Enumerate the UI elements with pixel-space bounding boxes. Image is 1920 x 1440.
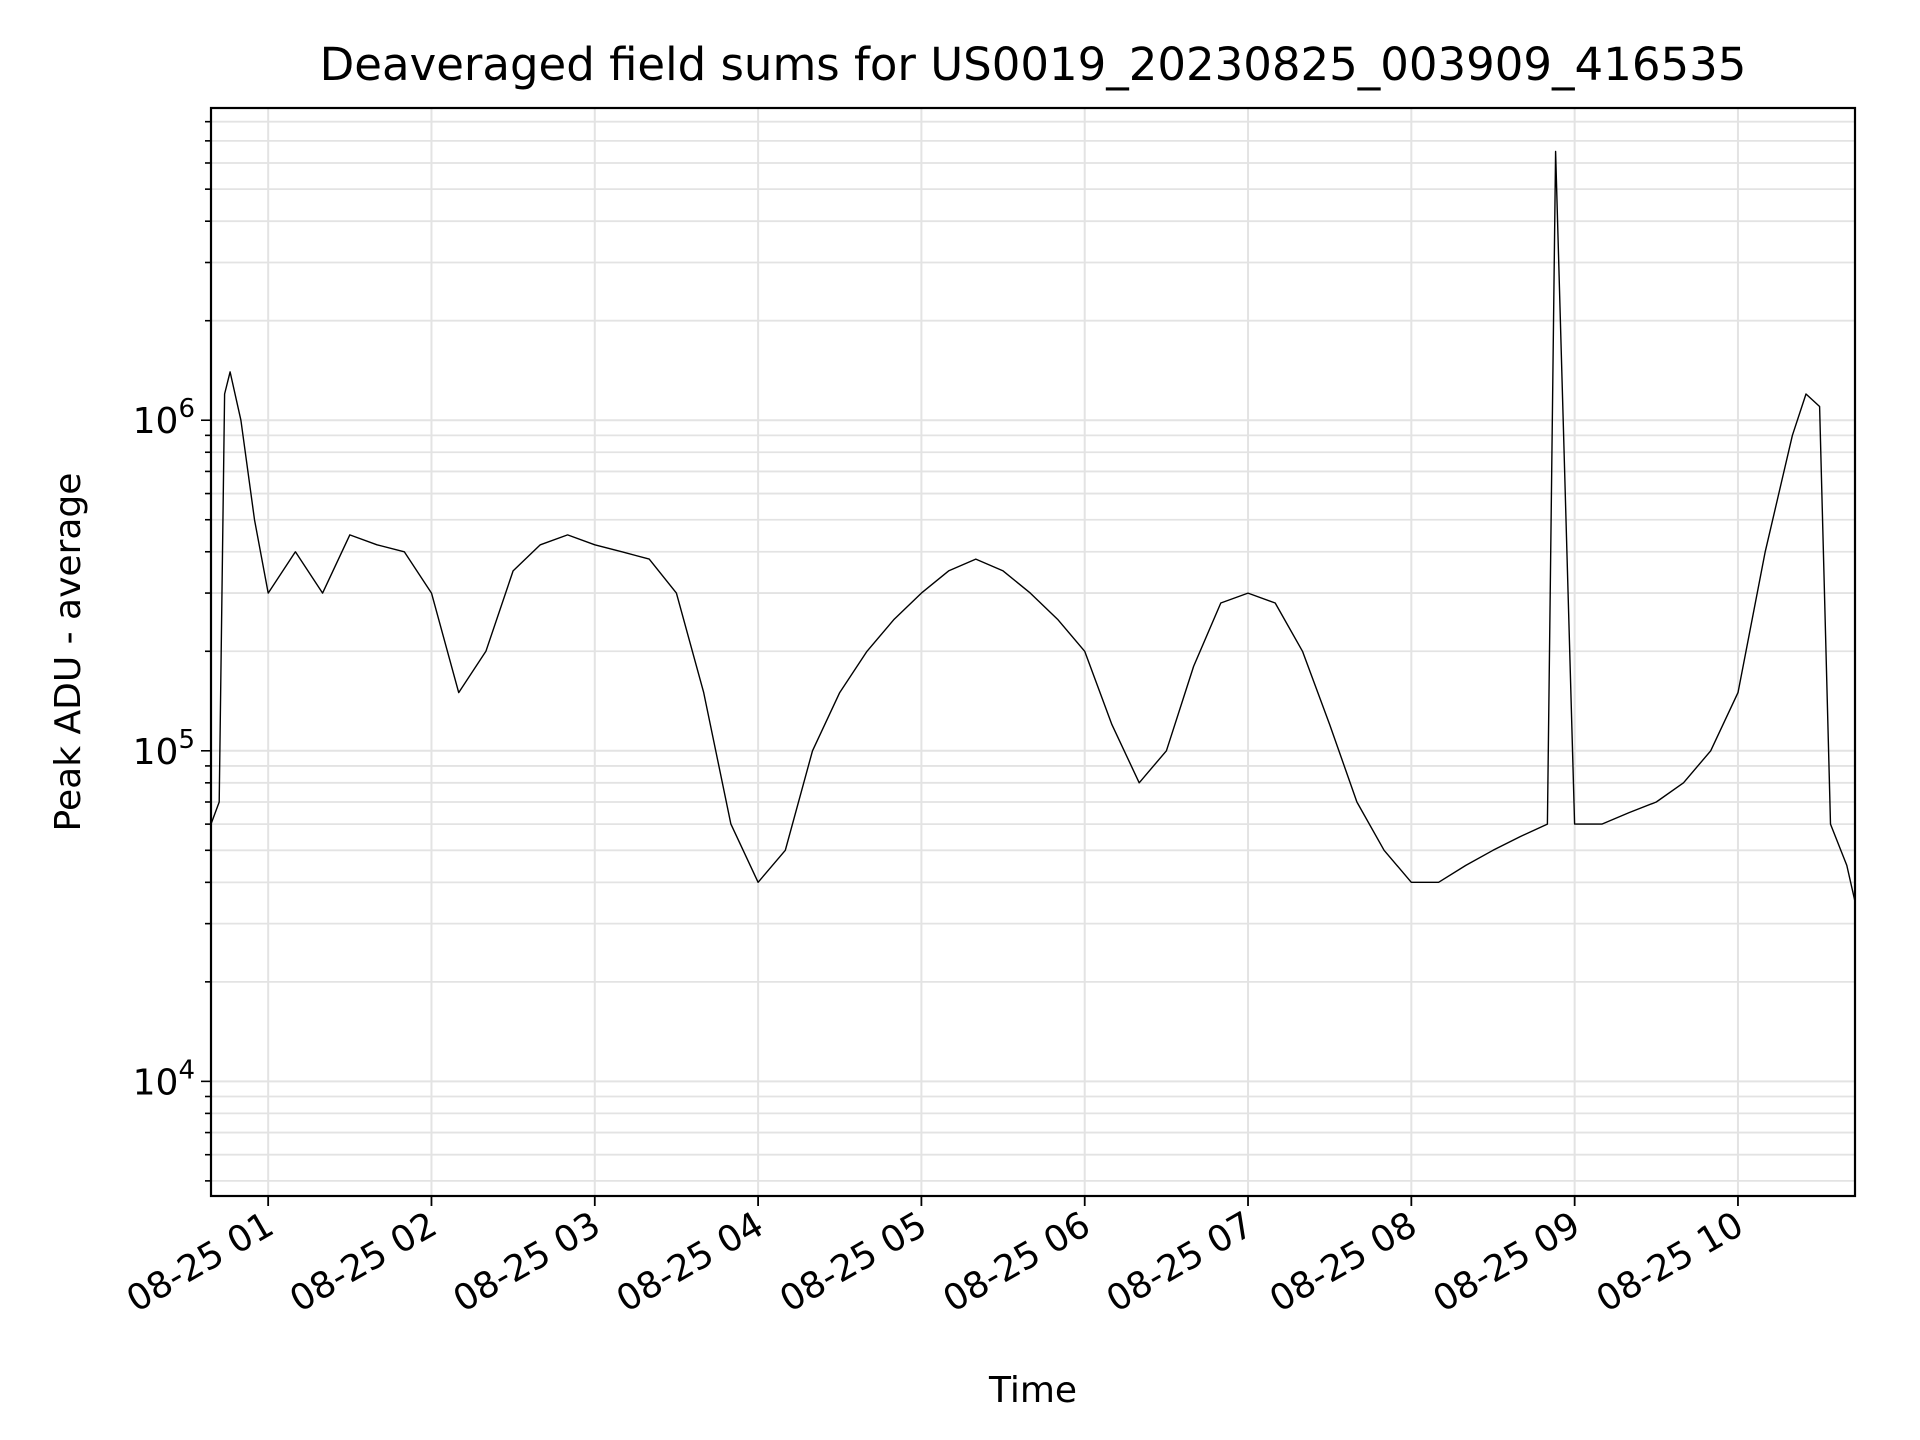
chart-title: Deaveraged field sums for US0019_2023082… [320,38,1747,91]
y-tick-label: 104 [133,1055,195,1103]
x-axis-label: Time [988,1370,1077,1411]
series-layer [210,150,1856,902]
series-line [210,150,1856,902]
y-tick-label: 106 [133,394,195,442]
y-axis-label: Peak ADU - average [48,473,89,832]
y-tick-label: 105 [133,725,195,773]
grid [211,108,1855,1196]
